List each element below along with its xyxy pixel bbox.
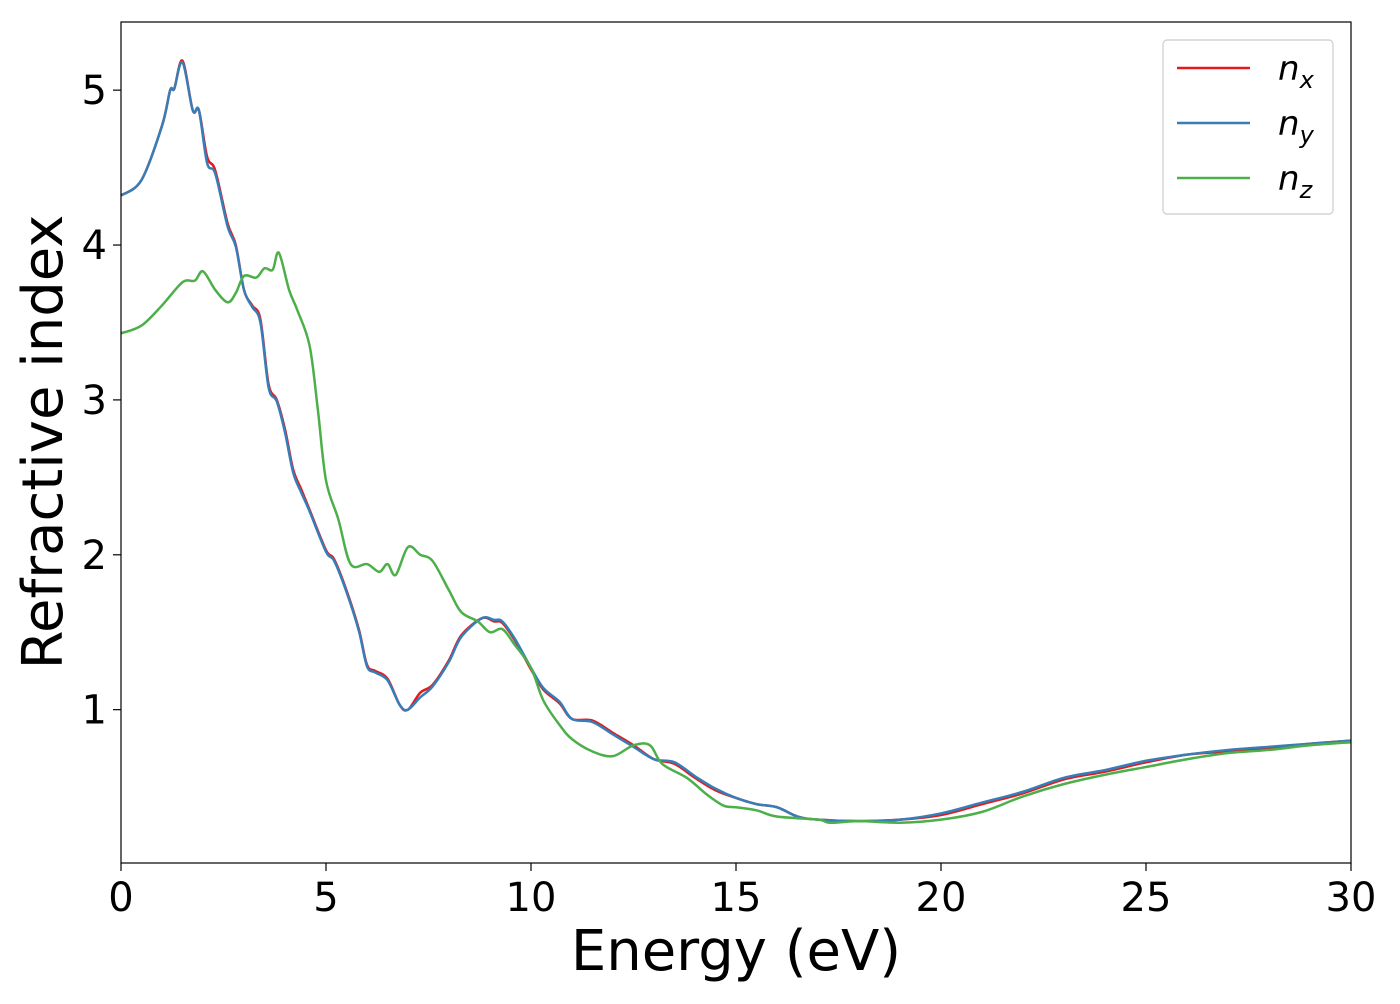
x-tick-label: 10 [506, 875, 557, 921]
y-tick-label: 5 [82, 68, 107, 114]
x-tick-label: 30 [1326, 875, 1377, 921]
legend-label-ny: ny [1278, 104, 1315, 149]
y-tick-label: 2 [82, 533, 107, 579]
x-axis-label: Energy (eV) [571, 919, 901, 984]
x-tick-label: 25 [1121, 875, 1172, 921]
x-tick-label: 20 [916, 875, 967, 921]
series-layer [120, 59, 1352, 824]
legend-box [1162, 39, 1334, 215]
legend: nx ny nz [1162, 39, 1334, 215]
axis-ticks: 0 5 10 15 20 25 30 1 2 3 4 5 [82, 68, 1377, 921]
series-line-nz [120, 251, 1352, 824]
y-axis-label: Refractive index [11, 215, 76, 670]
x-tick-label: 0 [108, 875, 133, 921]
y-tick-label: 4 [82, 223, 107, 269]
x-tick-label: 5 [313, 875, 338, 921]
y-tick-label: 3 [82, 378, 107, 424]
y-tick-label: 1 [82, 688, 107, 734]
legend-label-nx: nx [1278, 49, 1315, 94]
series-line-ny [120, 60, 1352, 823]
legend-label-nz: nz [1278, 159, 1314, 204]
x-tick-label: 15 [711, 875, 762, 921]
